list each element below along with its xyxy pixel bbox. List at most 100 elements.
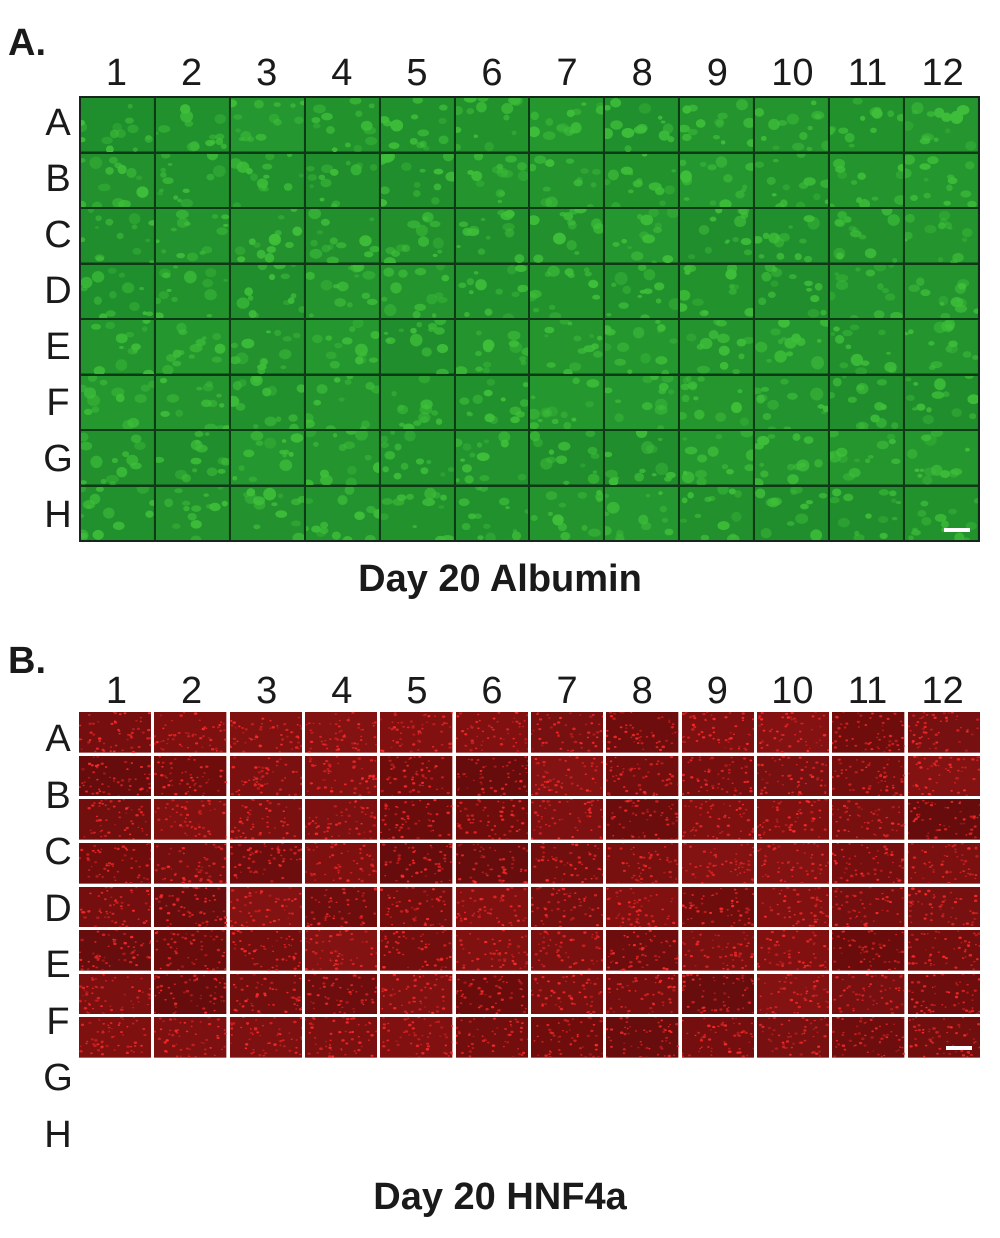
well-image — [380, 1017, 453, 1058]
well-image — [380, 886, 453, 928]
scale-bar-icon — [944, 528, 970, 532]
well-image — [605, 375, 679, 429]
well-image — [530, 320, 604, 374]
well-image — [154, 886, 227, 928]
well-image — [757, 842, 830, 884]
well-image — [755, 209, 829, 263]
column-label: 6 — [481, 670, 503, 712]
well-image — [907, 973, 980, 1015]
plate-image-hnf4a — [79, 712, 980, 1058]
well-image — [380, 431, 454, 485]
well-image — [380, 209, 454, 263]
well-image — [530, 431, 604, 485]
well-image — [155, 320, 229, 374]
well-image — [531, 930, 604, 971]
well-image — [832, 930, 905, 971]
well-image — [755, 264, 829, 318]
well-image — [305, 98, 379, 152]
well-image — [832, 973, 905, 1015]
well-image — [305, 886, 378, 928]
column-label: 6 — [481, 52, 503, 94]
well-image — [155, 375, 229, 429]
well-image — [305, 1017, 378, 1058]
well-image — [155, 486, 229, 540]
well-image — [606, 842, 679, 884]
well-image — [305, 842, 378, 884]
well-image — [79, 712, 152, 753]
well-image — [380, 153, 454, 207]
well-image — [907, 886, 980, 928]
well-image — [680, 486, 754, 540]
well-image — [81, 264, 154, 318]
well-image — [154, 712, 227, 753]
well-image — [81, 320, 154, 374]
well-image — [155, 98, 229, 152]
well-image — [832, 1017, 905, 1058]
column-label: 1 — [105, 52, 128, 94]
column-label: 11 — [847, 670, 888, 712]
well-image — [455, 712, 528, 753]
well-image — [154, 930, 227, 971]
well-image — [81, 431, 154, 485]
well-image — [305, 264, 379, 318]
well-image — [832, 755, 905, 797]
column-label: 4 — [331, 670, 353, 712]
well-image — [154, 1017, 227, 1058]
panel-letter-b: B. — [8, 640, 46, 682]
well-image — [830, 431, 904, 485]
well-image — [455, 264, 529, 318]
well-image — [530, 209, 604, 263]
well-image — [380, 264, 454, 318]
column-label: 5 — [406, 670, 428, 712]
column-label: 3 — [256, 670, 278, 712]
well-image — [230, 264, 304, 318]
well-image — [907, 842, 980, 884]
well-image — [680, 375, 754, 429]
row-label: A — [45, 718, 71, 760]
well-image — [380, 973, 453, 1015]
row-label: B — [45, 774, 71, 817]
well-image — [229, 930, 302, 971]
well-image — [380, 98, 454, 152]
well-image — [605, 264, 679, 318]
well-image — [681, 842, 754, 884]
well-image — [230, 98, 304, 152]
well-image — [681, 799, 754, 840]
well-image — [155, 431, 229, 485]
well-image — [154, 973, 227, 1015]
plate-image-albumin — [79, 96, 980, 542]
well-image — [757, 930, 830, 971]
row-label: C — [44, 214, 72, 256]
well-image — [455, 886, 528, 928]
column-label: 12 — [921, 670, 964, 712]
column-label: 8 — [631, 670, 653, 712]
well-image — [680, 153, 754, 207]
well-image — [380, 320, 454, 374]
well-image — [905, 375, 978, 429]
scale-bar-icon — [946, 1046, 972, 1050]
well-image — [305, 320, 379, 374]
well-image — [455, 1017, 528, 1058]
well-image — [832, 712, 905, 753]
row-label: H — [44, 494, 72, 536]
well-image — [757, 886, 830, 928]
well-image — [380, 799, 453, 840]
well-image — [305, 930, 378, 971]
well-image — [681, 712, 754, 753]
well-image — [455, 486, 529, 540]
well-image — [305, 375, 379, 429]
column-label: 7 — [556, 670, 578, 712]
well-image — [230, 375, 304, 429]
well-image — [606, 973, 679, 1015]
row-label: A — [45, 102, 71, 144]
well-image — [455, 973, 528, 1015]
well-image — [81, 153, 154, 207]
well-image — [230, 320, 304, 374]
column-label: 11 — [847, 52, 888, 94]
well-image — [830, 320, 904, 374]
well-image — [155, 209, 229, 263]
well-image — [81, 209, 154, 263]
well-image — [530, 375, 604, 429]
well-image — [154, 755, 227, 797]
well-image — [380, 486, 454, 540]
